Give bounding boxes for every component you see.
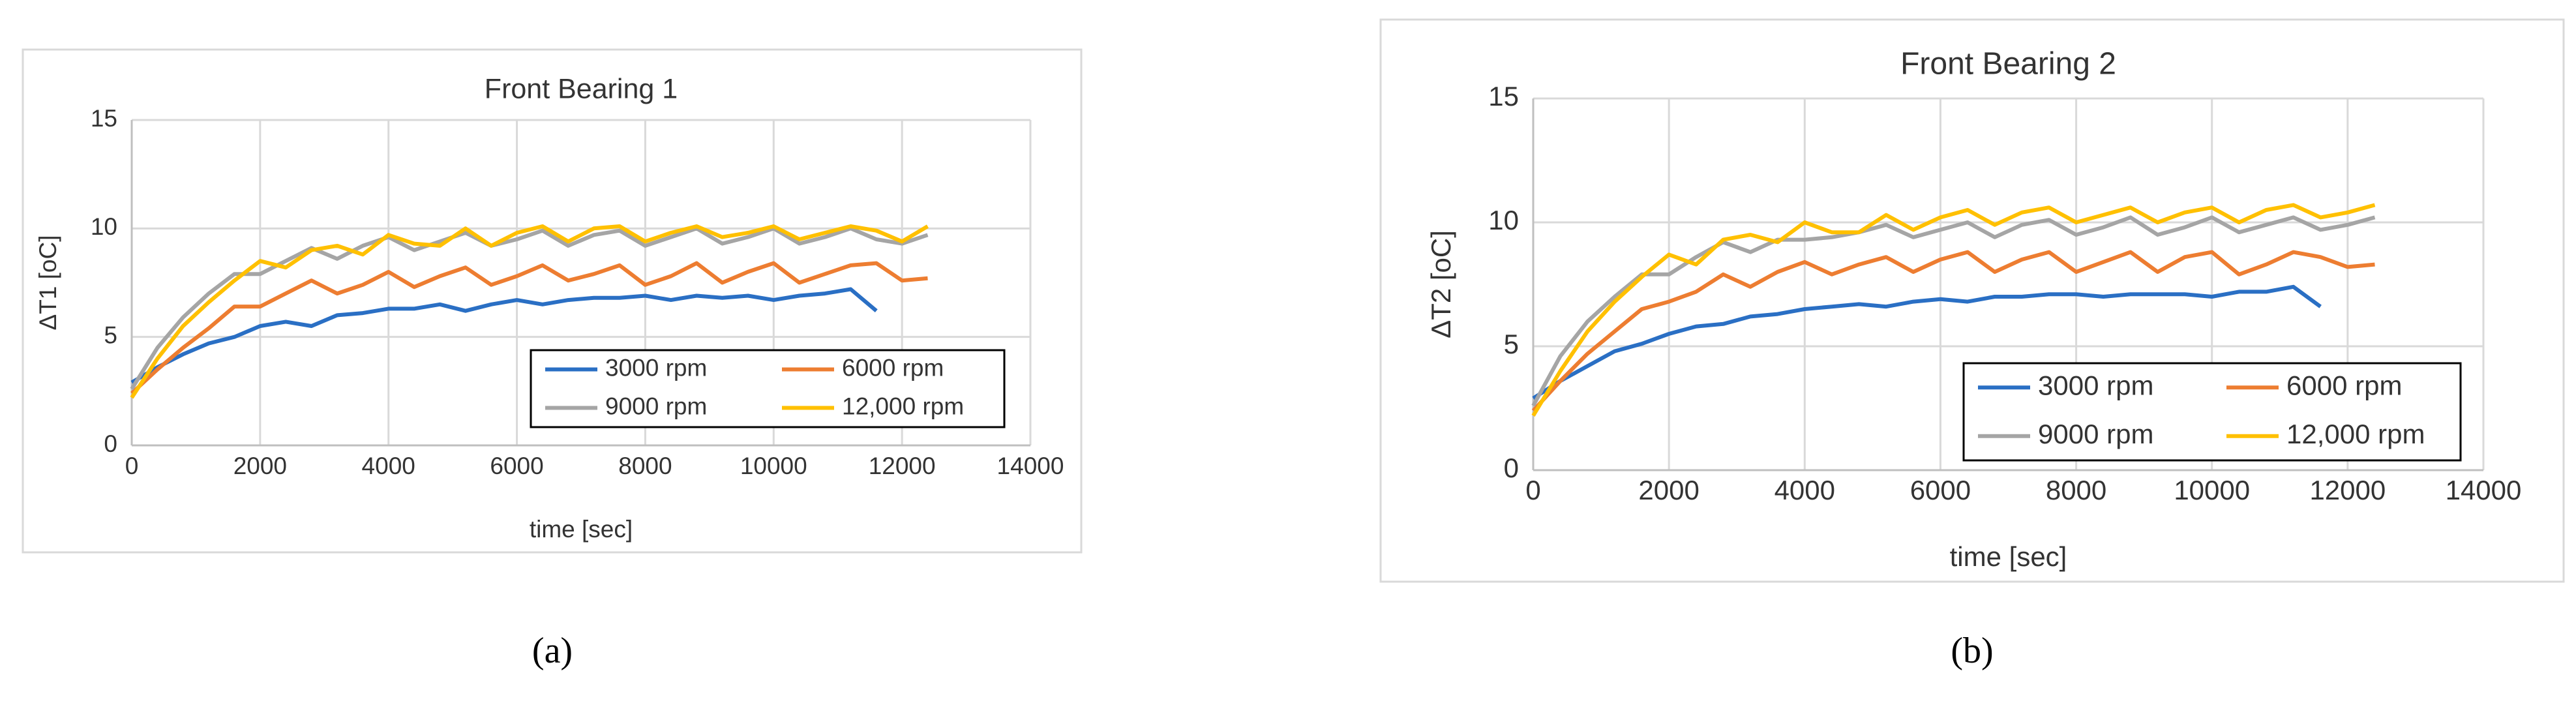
x-tick-label: 0 [125,453,139,479]
chart: 0 2000 4000 6000 8000 10000 12000 14000 0 5 10 15 Fr… [1379,18,2565,583]
x-tick-label: 8000 [2046,475,2106,505]
chart: 0 2000 4000 6000 8000 10000 12000 14000 0 5 10 15 Fr… [22,48,1083,554]
x-tick-label: 0 [1525,475,1540,505]
x-tick-label: 6000 [1910,475,1971,505]
x-tick-label: 4000 [1775,475,1835,505]
legend-box [1962,362,2462,462]
x-tick-label: 10000 [740,453,807,479]
y-tick-label: 15 [91,105,117,132]
y-axis-label: ΔT2 [oC] [1426,230,1456,338]
series-line [130,226,929,391]
series-line [1531,203,2376,417]
legend-label: 12,000 rpm [2286,419,2425,449]
legend-label: 12,000 rpm [842,393,964,419]
x-tick-label: 2000 [233,453,287,479]
x-tick-label: 12000 [2309,475,2386,505]
legend-label: 3000 rpm [2038,370,2153,400]
legend-label: 9000 rpm [605,393,707,419]
chart-title: Front Bearing 2 [1900,47,2116,82]
y-tick-label: 0 [104,430,117,457]
series-line [130,224,929,399]
series-line [1531,215,2376,407]
x-tick-label: 12000 [869,453,936,479]
series-line [1531,250,2375,412]
y-tick-label: 10 [1488,205,1519,235]
legend-label: 6000 rpm [2286,370,2402,400]
x-tick-label: 10000 [2174,475,2250,505]
y-tick-label: 0 [1504,453,1519,483]
y-tick-label: 10 [91,213,117,240]
x-tick-label: 2000 [1638,475,1699,505]
chart-title: Front Bearing 1 [485,73,678,104]
series-line [1532,284,2322,400]
legend-label: 9000 rpm [2038,419,2153,449]
x-tick-label: 14000 [997,453,1064,479]
x-tick-label: 6000 [490,453,543,479]
caption: (b) [1951,631,1993,671]
legend-box [530,349,1006,428]
caption: (a) [532,631,573,671]
x-axis-label: time [sec] [530,516,633,543]
series-line [130,261,928,395]
legend-label: 3000 rpm [605,354,707,381]
y-tick-label: 15 [1488,81,1519,112]
x-tick-label: 4000 [362,453,415,479]
x-axis-label: time [sec] [1950,541,2067,572]
legend-label: 6000 rpm [842,354,944,381]
y-tick-label: 5 [1504,329,1519,359]
x-tick-label: 14000 [2446,475,2522,505]
y-tick-label: 5 [104,321,117,348]
series-line [130,287,878,385]
x-tick-label: 8000 [618,453,672,479]
y-axis-label: ΔT1 [oC] [35,235,61,330]
